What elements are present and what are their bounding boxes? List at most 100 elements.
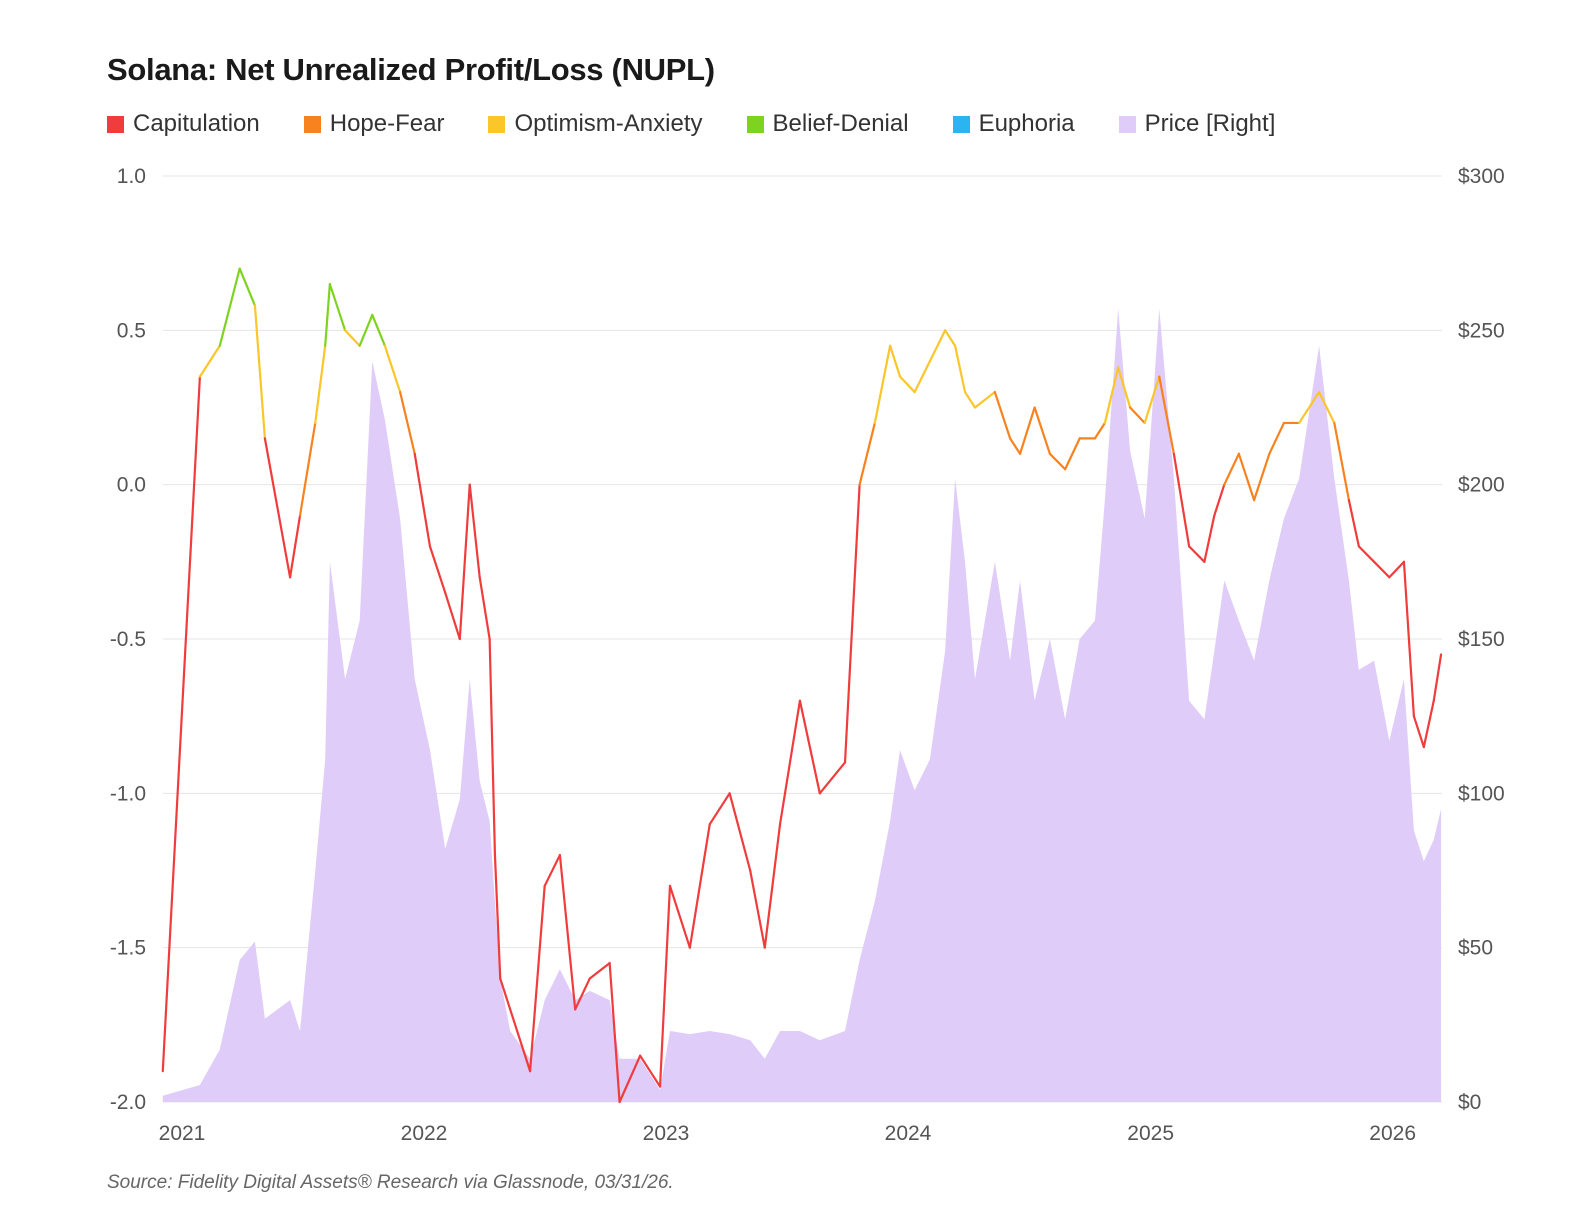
- nupl-segment: [1268, 421, 1286, 455]
- legend-item-hope-fear: Hope-Fear: [303, 110, 445, 138]
- nupl-segment: [288, 514, 302, 579]
- legend-item-belief-denial: Belief-Denial: [746, 110, 909, 138]
- nupl-segment: [1093, 421, 1107, 440]
- nupl-segment: [763, 823, 782, 949]
- nupl-segment: [328, 282, 347, 332]
- nupl-segment: [873, 344, 892, 425]
- nupl-segment: [218, 267, 241, 347]
- nupl-segment: [1213, 483, 1226, 517]
- nupl-segment: [314, 344, 327, 425]
- nupl-segment: [913, 360, 931, 394]
- y-right-tick-label: $150: [1458, 628, 1505, 651]
- nupl-line-layer: [161, 267, 1443, 1104]
- nupl-segment: [658, 884, 672, 1088]
- nupl-segment: [458, 483, 471, 641]
- nupl-segment: [749, 869, 766, 949]
- nupl-segment: [1317, 390, 1336, 425]
- nupl-segment: [798, 699, 821, 795]
- nupl-segment: [728, 792, 752, 872]
- nupl-segment: [1117, 366, 1132, 409]
- nupl-segment: [1422, 699, 1435, 749]
- y-right-tick-label: $200: [1458, 474, 1505, 497]
- nupl-segment: [1033, 406, 1051, 455]
- y-left-tick-label: -2.0: [110, 1091, 146, 1114]
- nupl-segment: [238, 267, 257, 307]
- x-tick-label: 2021: [159, 1122, 206, 1145]
- nupl-segment: [858, 421, 876, 486]
- nupl-segment: [574, 977, 591, 1011]
- nupl-segment: [688, 823, 711, 949]
- nupl-segment: [668, 884, 691, 949]
- legend-item-price: Price [Right]: [1118, 110, 1276, 138]
- nupl-segment: [1223, 452, 1240, 486]
- legend-label: Hope-Fear: [329, 110, 445, 137]
- nupl-segment: [639, 1054, 662, 1088]
- nupl-segment: [253, 304, 266, 440]
- y-right-tick-label: $250: [1458, 319, 1505, 342]
- x-tick-label: 2023: [643, 1122, 690, 1145]
- nupl-segment: [888, 344, 902, 378]
- nupl-segment: [1172, 452, 1191, 548]
- nupl-segment: [468, 483, 481, 579]
- legend: Capitulation Hope-Fear Optimism-Anxiety …: [107, 110, 1319, 138]
- y-left-tick-label: -0.5: [110, 628, 146, 651]
- legend-label: Capitulation: [133, 110, 260, 137]
- legend-label: Euphoria: [978, 110, 1075, 137]
- legend-swatch: [488, 115, 506, 133]
- nupl-segment: [1009, 437, 1022, 455]
- axis-ticks: 1.0 $300 0.5 $250 0.0 $200 -0.5 $150 -1.0 $100 -1.…: [110, 165, 1505, 1145]
- nupl-segment: [344, 329, 361, 347]
- x-tick-label: 2026: [1369, 1122, 1416, 1145]
- y-right-tick-label: $100: [1458, 782, 1505, 805]
- nupl-segment: [963, 390, 977, 409]
- nupl-segment: [993, 390, 1012, 440]
- legend-swatch: [746, 115, 764, 133]
- x-tick-label: 2022: [401, 1122, 448, 1145]
- nupl-segment: [371, 313, 386, 347]
- nupl-segment: [1412, 715, 1425, 749]
- source-note: Source: Fidelity Digital Assets® Researc…: [107, 1172, 674, 1193]
- nupl-segment: [708, 792, 731, 826]
- legend-item-capitulation: Capitulation: [107, 110, 260, 138]
- nupl-segment: [528, 884, 546, 1073]
- legend-label: Optimism-Anxiety: [514, 110, 703, 137]
- nupl-segment: [263, 437, 292, 579]
- nupl-segment: [1252, 452, 1271, 502]
- nupl-segment: [493, 853, 502, 980]
- nupl-segment: [428, 545, 447, 594]
- legend-label: Price [Right]: [1144, 110, 1276, 137]
- y-left-tick-label: -1.5: [110, 937, 146, 960]
- nupl-segment: [161, 375, 202, 1073]
- nupl-segment: [509, 1008, 532, 1073]
- nupl-segment: [543, 853, 562, 888]
- nupl-segment: [928, 329, 947, 363]
- nupl-segment: [1333, 421, 1351, 502]
- nupl-segment: [198, 344, 221, 378]
- nupl-segment: [898, 375, 916, 394]
- nupl-segment: [953, 344, 967, 394]
- legend-item-euphoria: Euphoria: [952, 110, 1075, 138]
- nupl-segment: [588, 961, 611, 980]
- nupl-segment: [1347, 499, 1360, 548]
- nupl-segment: [499, 977, 512, 1011]
- nupl-segment: [1357, 545, 1376, 563]
- nupl-segment: [383, 344, 402, 394]
- nupl-segment: [399, 390, 416, 455]
- legend-swatch: [1118, 115, 1136, 133]
- price-area: [162, 308, 1442, 1102]
- y-right-tick-label: $0: [1458, 1091, 1481, 1114]
- legend-label: Belief-Denial: [772, 110, 909, 137]
- nupl-segment: [1432, 653, 1443, 702]
- nupl-segment: [1388, 560, 1406, 579]
- nupl-segment: [1143, 375, 1161, 425]
- y-right-tick-label: $50: [1458, 937, 1493, 960]
- nupl-segment: [944, 329, 957, 347]
- nupl-segment: [778, 699, 802, 826]
- nupl-segment: [324, 282, 331, 347]
- y-left-tick-label: -1.0: [110, 782, 146, 805]
- nupl-segment: [1064, 437, 1081, 471]
- chart-title: Solana: Net Unrealized Profit/Loss (NUPL…: [107, 52, 715, 87]
- nupl-segment: [818, 761, 847, 795]
- nupl-segment: [488, 637, 497, 857]
